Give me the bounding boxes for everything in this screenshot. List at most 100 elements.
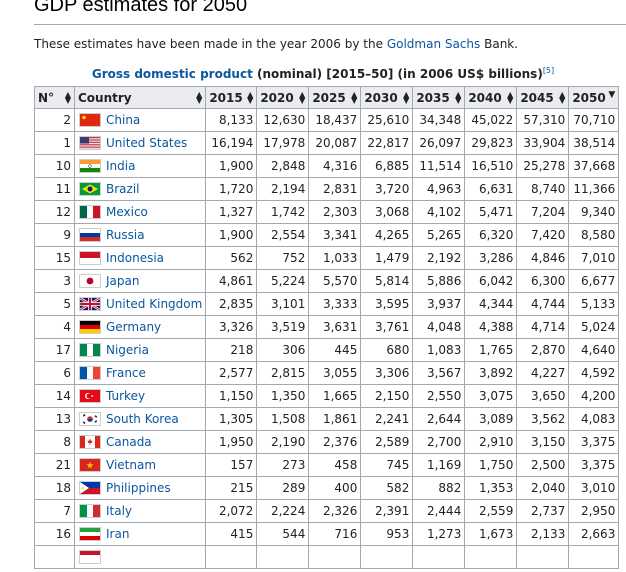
flag-india-icon[interactable] xyxy=(79,159,101,174)
country-link[interactable]: Mexico xyxy=(106,205,148,220)
country-link[interactable]: Russia xyxy=(106,228,145,243)
sort-icon[interactable]: ▲ ▼ xyxy=(455,90,462,105)
column-header-2035[interactable]: 2035 ▲ ▼ xyxy=(412,86,466,109)
table-row: 12 Mexico 1,327 1,742 2,303 3,068 4,102 5,471 7,… xyxy=(34,200,620,224)
flag-iran-icon[interactable] xyxy=(79,527,101,542)
gdp-cell-2025: 2,326 xyxy=(308,499,362,523)
country-link[interactable]: France xyxy=(106,366,146,381)
country-link[interactable]: Vietnam xyxy=(106,458,157,473)
column-header-label: 2020 xyxy=(260,90,294,105)
flag-partial-icon[interactable] xyxy=(79,550,101,565)
flag-vietnam-icon[interactable] xyxy=(79,458,101,473)
intro-paragraph: These estimates have been made in the ye… xyxy=(34,37,518,51)
gdp-cell-2020: 2,190 xyxy=(256,430,310,454)
gdp-link[interactable]: Gross domestic product xyxy=(91,67,253,81)
country-link[interactable]: Nigeria xyxy=(106,343,149,358)
sort-icon[interactable]: ▲ ▼ xyxy=(247,90,254,105)
gdp-cell-2045: 4,227 xyxy=(516,361,570,385)
table-row: 8 Canada 1,950 2,190 2,376 2,589 2,700 2,910 3,1… xyxy=(34,430,620,454)
flag-italy-icon[interactable] xyxy=(79,504,101,519)
country-link[interactable]: Italy xyxy=(106,504,133,519)
flag-turkey-icon[interactable] xyxy=(79,389,101,404)
table-row xyxy=(34,545,620,569)
column-header-2015[interactable]: 2015 ▲ ▼ xyxy=(205,86,258,109)
goldman-sachs-link[interactable]: Goldman Sachs xyxy=(386,37,481,51)
country-cell: Canada xyxy=(73,430,207,454)
country-link[interactable]: United Kingdom xyxy=(106,297,203,312)
flag-germany-icon[interactable] xyxy=(79,320,101,335)
table-row: 21 Vietnam 157 273 458 745 1,169 1,750 2,500 3,37… xyxy=(34,453,620,477)
gdp-cell-2015: 218 xyxy=(205,338,258,362)
gdp-cell-2025: 5,570 xyxy=(308,269,362,293)
flag-mexico-icon[interactable] xyxy=(79,205,101,220)
flag-brazil-icon[interactable] xyxy=(79,182,101,197)
flag-france-icon[interactable] xyxy=(79,366,101,381)
sort-descending-icon[interactable]: ▼ xyxy=(608,90,616,100)
gdp-cell-2025: 1,665 xyxy=(308,384,362,408)
flag-russia-icon[interactable] xyxy=(79,228,101,243)
country-link[interactable]: Brazil xyxy=(106,182,140,197)
country-link[interactable]: Japan xyxy=(106,274,140,289)
flag-japan-icon[interactable] xyxy=(79,274,101,289)
country-link[interactable]: India xyxy=(106,159,136,174)
caption-text: (nominal) [2015–50] (in 2006 US$ billion… xyxy=(252,67,543,81)
country-link[interactable]: Canada xyxy=(106,435,152,450)
gdp-table: N° ▲ ▼ Country ▲ ▼ 2015 ▲ ▼ 2020 ▲ ▼ 2025 ▲ ▼ 2030 ▲ ▼ 203… xyxy=(34,86,620,569)
rank-cell: 15 xyxy=(34,246,75,270)
flag-china-icon[interactable] xyxy=(79,113,101,128)
country-link[interactable]: United States xyxy=(106,136,188,151)
country-link[interactable]: Indonesia xyxy=(106,251,165,266)
country-link[interactable]: Iran xyxy=(106,527,130,542)
gdp-cell-2035: 11,514 xyxy=(412,154,466,178)
table-row: 3 Japan 4,861 5,224 5,570 5,814 5,886 6,042 6,30… xyxy=(34,269,620,293)
gdp-cell-2035: 2,192 xyxy=(412,246,466,270)
reference-link[interactable]: [5] xyxy=(542,66,555,75)
sort-icon[interactable]: ▲ ▼ xyxy=(64,90,71,105)
sort-icon[interactable]: ▲ ▼ xyxy=(403,90,410,105)
flag-philippines-icon[interactable] xyxy=(79,481,101,496)
gdp-cell-2035: 3,567 xyxy=(412,361,466,385)
country-link[interactable]: Germany xyxy=(106,320,162,335)
flag-canada-icon[interactable] xyxy=(79,435,101,450)
column-header-rank[interactable]: N° ▲ ▼ xyxy=(34,86,75,109)
flag-usa-icon[interactable] xyxy=(79,136,101,151)
gdp-cell-2045: 2,870 xyxy=(516,338,570,362)
gdp-cell-2040: 4,344 xyxy=(464,292,518,316)
column-header-2050[interactable]: 2050 ▼ xyxy=(568,86,620,109)
country-link[interactable]: Philippines xyxy=(106,481,171,496)
country-link[interactable]: South Korea xyxy=(106,412,179,427)
gdp-cell-2020: 306 xyxy=(256,338,310,362)
gdp-cell-2045: 6,300 xyxy=(516,269,570,293)
rank-cell: 18 xyxy=(34,476,75,500)
sort-icon[interactable]: ▲ ▼ xyxy=(559,90,566,105)
gdp-cell-2030: 680 xyxy=(360,338,414,362)
column-header-2025[interactable]: 2025 ▲ ▼ xyxy=(308,86,362,109)
flag-southkorea-icon[interactable] xyxy=(79,412,101,427)
sort-icon[interactable]: ▲ ▼ xyxy=(507,90,514,105)
sort-icon[interactable]: ▲ ▼ xyxy=(351,90,358,105)
column-header-2045[interactable]: 2045 ▲ ▼ xyxy=(516,86,570,109)
table-row: 6 France 2,577 2,815 3,055 3,306 3,567 3,892 4,2… xyxy=(34,361,620,385)
rank-cell: 2 xyxy=(34,108,75,132)
gdp-cell-2050: 5,024 xyxy=(568,315,620,339)
flag-nigeria-icon[interactable] xyxy=(79,343,101,358)
country-link[interactable]: Turkey xyxy=(106,389,146,404)
country-link[interactable]: China xyxy=(106,113,141,128)
gdp-cell-2050: 11,366 xyxy=(568,177,620,201)
gdp-cell-2045: 33,904 xyxy=(516,131,570,155)
gdp-cell-2020: 2,848 xyxy=(256,154,310,178)
flag-uk-icon[interactable] xyxy=(79,297,101,312)
gdp-cell-2025: 3,631 xyxy=(308,315,362,339)
country-cell: United States xyxy=(73,131,207,155)
sort-icon[interactable]: ▲ ▼ xyxy=(299,90,306,105)
gdp-cell-2025: 445 xyxy=(308,338,362,362)
gdp-cell-2020: 2,815 xyxy=(256,361,310,385)
flag-indonesia-icon[interactable] xyxy=(79,251,101,266)
column-header-2040[interactable]: 2040 ▲ ▼ xyxy=(464,86,518,109)
column-header-country[interactable]: Country ▲ ▼ xyxy=(73,86,207,109)
sort-icon[interactable]: ▲ ▼ xyxy=(196,90,203,105)
column-header-2030[interactable]: 2030 ▲ ▼ xyxy=(360,86,414,109)
gdp-cell-2050: 2,950 xyxy=(568,499,620,523)
column-header-2020[interactable]: 2020 ▲ ▼ xyxy=(256,86,310,109)
gdp-cell-2015: 1,327 xyxy=(205,200,258,224)
